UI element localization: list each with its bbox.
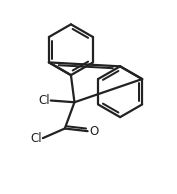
Text: O: O (90, 125, 99, 138)
Text: Cl: Cl (30, 132, 42, 145)
Text: Cl: Cl (38, 94, 50, 107)
